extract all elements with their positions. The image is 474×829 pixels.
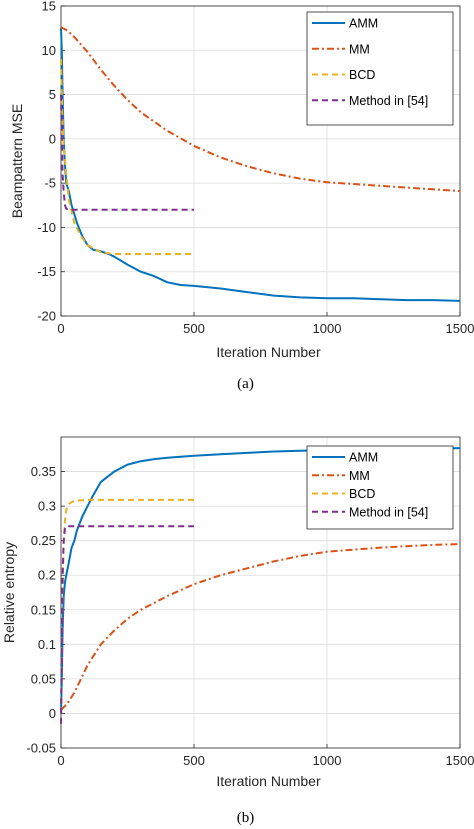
b-xtick-label: 0: [57, 753, 64, 768]
b-y-axis-label: Relative entropy: [1, 542, 17, 643]
b-ytick-label: 0.2: [38, 568, 56, 583]
b-legend-label: AMM: [349, 451, 378, 465]
b-legend-label: BCD: [349, 487, 375, 501]
chart-panel-a: 0 500 1000 1500 -20 -15 -10 -5 0 5 10 15 Iteration N…: [9, 0, 474, 392]
b-legend: AMM MM BCD Method in [54]: [306, 445, 454, 530]
a-legend-label: BCD: [349, 68, 375, 82]
a-series-bcd: [60, 59, 194, 255]
a-caption: (a): [237, 376, 254, 392]
a-ytick-label: 5: [49, 87, 56, 102]
a-legend-label: Method in [54]: [349, 94, 428, 108]
a-ytick-label: -15: [37, 264, 56, 279]
b-ytick-label: 0: [49, 706, 56, 721]
b-ytick-label: 0.25: [31, 533, 56, 548]
b-ytick-label: -0.05: [26, 741, 56, 756]
a-ytick-label: 10: [42, 43, 56, 58]
b-plot-area: [60, 436, 461, 749]
chart-panel-b: 0 500 1000 1500-0.0500.050.10.150.20.250.30…: [1, 436, 474, 826]
a-ytick-label: 0: [49, 131, 56, 146]
b-x-axis-label: Iteration Number: [216, 773, 321, 789]
a-legend-label: MM: [349, 42, 370, 56]
b-ytick-label: 0.1: [38, 637, 56, 652]
a-ytick-label: -10: [37, 220, 56, 235]
b-caption: (b): [237, 810, 255, 826]
b-xtick-label: 500: [183, 753, 205, 768]
a-xtick-label: 1000: [313, 321, 342, 336]
a-ytick-label: -5: [44, 176, 56, 191]
a-x-axis-label: Iteration Number: [216, 344, 321, 360]
a-ytick-label: 15: [42, 0, 56, 14]
a-legend-label: AMM: [349, 17, 378, 31]
a-xtick-label: 500: [183, 321, 205, 336]
b-ytick-label: 0.35: [31, 464, 56, 479]
b-legend-label: MM: [349, 469, 370, 483]
b-ytick-label: 0.05: [31, 671, 56, 686]
b-series-method-in-54: [60, 525, 194, 724]
a-ytick-label: -20: [37, 309, 56, 324]
a-xtick-label: 1500: [446, 321, 474, 336]
b-legend-label: Method in [54]: [349, 505, 428, 519]
b-ytick-label: 0.15: [31, 602, 56, 617]
a-legend: AMM MM BCD Method in [54]: [306, 11, 454, 126]
a-legend-box: [306, 11, 454, 126]
b-legend-box: [306, 445, 454, 530]
b-ytick-label: 0.3: [38, 499, 56, 514]
b-series-mm: [60, 543, 461, 711]
a-y-axis-label: Beampattern MSE: [9, 104, 25, 218]
b-xtick-label: 1500: [446, 753, 474, 768]
a-series-mm: [60, 26, 461, 193]
a-xtick-label: 0: [57, 321, 64, 336]
a-plot-area: [60, 5, 461, 317]
a-series-method-in-54: [60, 94, 194, 211]
b-series-bcd: [60, 498, 194, 714]
b-xtick-label: 1000: [313, 753, 342, 768]
